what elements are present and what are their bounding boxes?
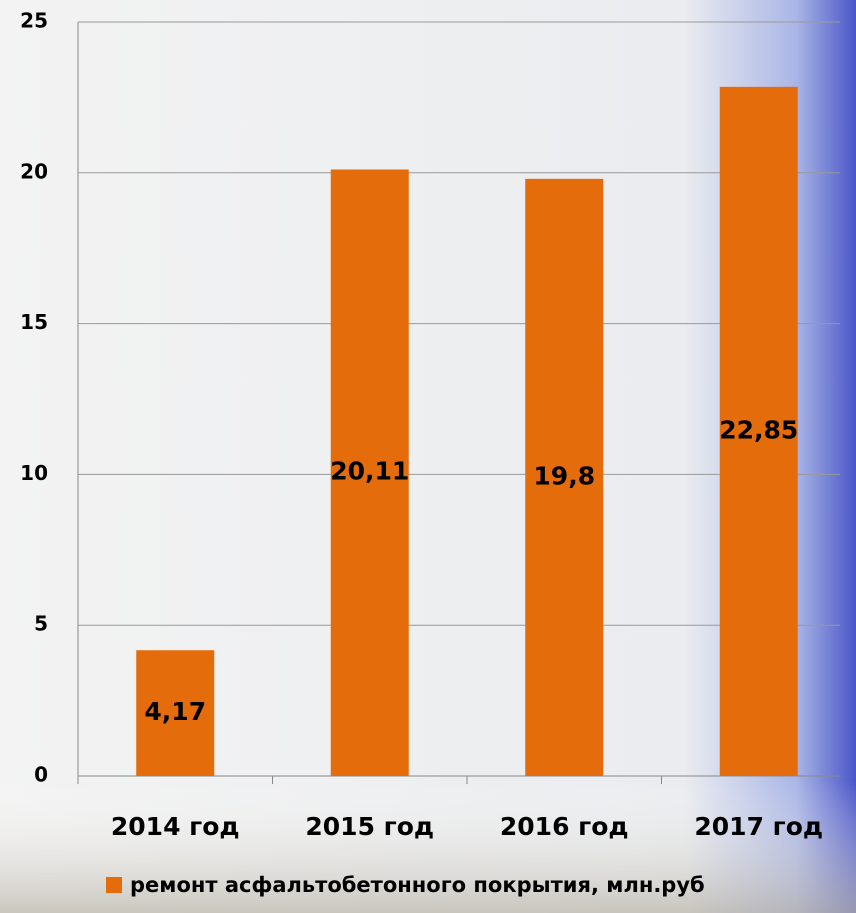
x-tick-label: 2016 год	[500, 812, 629, 841]
value-label: 19,8	[533, 461, 595, 490]
x-tick-label: 2015 год	[305, 812, 434, 841]
y-tick-label: 25	[20, 9, 48, 33]
chart: 0 5 10 15 20 25 2014 год 2015 год 2016 год 2017 г…	[0, 0, 856, 913]
page: 0 5 10 15 20 25 2014 год 2015 год 2016 год 2017 г…	[0, 0, 856, 913]
y-tick-label: 15	[20, 310, 48, 334]
x-tick-label: 2017 год	[694, 812, 823, 841]
y-tick-label: 20	[20, 159, 48, 183]
value-label: 20,11	[330, 457, 409, 486]
y-tick-label: 10	[20, 461, 48, 485]
value-label: 4,17	[144, 697, 206, 726]
y-tick-label: 5	[34, 612, 48, 636]
y-tick-label: 0	[34, 763, 48, 787]
x-tick-label: 2014 год	[111, 812, 240, 841]
legend-swatch	[106, 877, 122, 893]
value-label: 22,85	[719, 415, 798, 444]
legend-label: ремонт асфальтобетонного покрытия, млн.р…	[130, 873, 705, 897]
